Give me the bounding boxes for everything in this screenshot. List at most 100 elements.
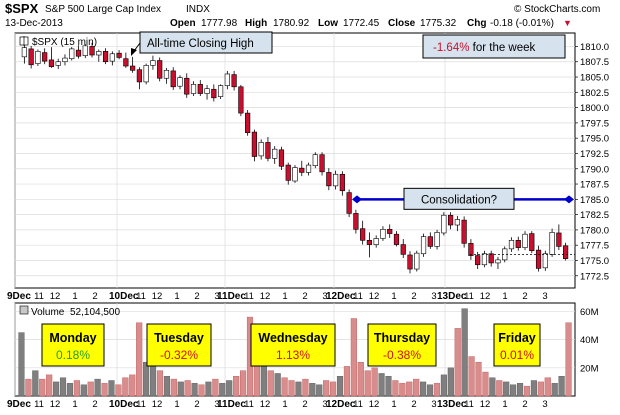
- volume-bar: [163, 376, 170, 397]
- candle-body: [488, 253, 494, 264]
- hour-label: 1: [502, 291, 507, 302]
- candle-body: [407, 254, 413, 270]
- hour-label: 3: [542, 291, 547, 302]
- volume-bar: [177, 381, 184, 397]
- volume-bar: [517, 383, 524, 397]
- volume-bar: [53, 381, 60, 397]
- volume-bar: [156, 370, 164, 397]
- y-tick-label: 1807.5: [580, 57, 609, 68]
- candle-body: [96, 51, 102, 56]
- day-label: 12Dec: [326, 291, 356, 302]
- hour-label: 2: [194, 291, 199, 302]
- y-tick-label: 1787.5: [580, 180, 609, 191]
- day-label: 9Dec: [7, 399, 31, 410]
- candle-body: [48, 59, 55, 67]
- volume-bar: [530, 380, 537, 397]
- hour-label: 3: [214, 399, 219, 410]
- arrow-icon: [131, 48, 137, 56]
- candle-body: [522, 233, 528, 248]
- candle-body: [481, 253, 488, 266]
- candle-body: [217, 85, 224, 97]
- y-tick-label: 1775.0: [580, 256, 609, 267]
- week-change-callout: -1.64% for the week: [422, 34, 566, 59]
- source-credit: © StockCharts.com: [514, 4, 600, 15]
- candle-body: [238, 86, 244, 114]
- candle-body: [468, 243, 474, 256]
- volume-bar: [281, 377, 288, 397]
- candle-body: [515, 240, 521, 248]
- day-label: 10Dec: [109, 399, 139, 410]
- candle-body: [109, 53, 115, 62]
- day-change-box-thursday: Thursday -0.38%: [367, 323, 437, 367]
- volume-bar: [537, 381, 544, 397]
- candle-body: [245, 112, 251, 133]
- hour-label: 2: [522, 291, 527, 302]
- price-gridlines: [14, 33, 575, 288]
- candle-body: [82, 45, 88, 56]
- price-candles: [21, 40, 575, 274]
- hour-label: 3: [542, 399, 547, 410]
- candle-body: [454, 219, 460, 226]
- hour-label: 12: [152, 291, 163, 302]
- day-box-change: -0.38%: [383, 348, 421, 362]
- candle-body: [55, 61, 61, 66]
- hour-label: 12: [369, 399, 380, 410]
- volume-bar: [302, 378, 309, 397]
- candle-body: [529, 233, 535, 251]
- candle-body: [387, 228, 393, 234]
- volume-bar: [323, 380, 330, 397]
- hour-label: 2: [92, 399, 97, 410]
- ticker-exchange: INDX: [186, 4, 210, 15]
- volume-bar: [226, 380, 233, 397]
- hour-label: 11: [353, 399, 363, 410]
- day-box-change: -0.32%: [160, 348, 198, 362]
- volume-bar: [94, 378, 101, 397]
- volume-bar: [198, 384, 205, 397]
- candle-body: [211, 88, 217, 99]
- candle-body: [305, 164, 312, 173]
- candle-body: [285, 164, 291, 181]
- volume-bar: [385, 376, 392, 397]
- volume-bar: [295, 381, 302, 397]
- volume-bar: [219, 383, 226, 397]
- series-legend: $SPX (15 min): [19, 36, 97, 48]
- hour-label: 11: [244, 291, 254, 302]
- chg-value: -0.18 (-0.01%): [490, 18, 554, 29]
- hour-label: 1: [174, 291, 179, 302]
- volume-bar: [503, 381, 510, 397]
- hour-label: 12: [260, 291, 271, 302]
- hour-label: 3: [431, 291, 436, 302]
- chart-date: 13-Dec-2013: [5, 18, 63, 29]
- hour-label: 2: [92, 291, 97, 302]
- candle-body: [441, 214, 447, 234]
- close-value: 1775.32: [420, 18, 457, 29]
- candle-body: [136, 69, 142, 83]
- volume-bar: [66, 383, 73, 397]
- hour-label: 12: [152, 399, 163, 410]
- candle-body: [292, 167, 298, 182]
- volume-bar: [565, 322, 572, 397]
- candle-body: [204, 88, 210, 94]
- candle-body: [231, 74, 237, 88]
- day-label: 9Dec: [7, 291, 31, 302]
- candle-body: [556, 232, 562, 247]
- candle-body: [400, 244, 406, 255]
- day-change-box-monday: Monday 0.18%: [41, 323, 105, 367]
- volume-bar: [73, 380, 80, 397]
- y-tick-label: 1800.0: [580, 103, 609, 114]
- volume-bar: [39, 378, 46, 397]
- consolidation-text: Consolidation?: [421, 194, 497, 206]
- hour-label: 3: [322, 399, 327, 410]
- volume-bar: [420, 381, 427, 397]
- hour-label: 1: [391, 291, 396, 302]
- candle-body: [42, 52, 48, 62]
- volume-tick-label: 40M: [580, 335, 599, 346]
- y-tick-label: 1802.5: [580, 88, 609, 99]
- hour-label: 2: [302, 291, 307, 302]
- hour-label: 11: [244, 399, 254, 410]
- candle-body: [414, 252, 420, 270]
- volume-bar: [136, 322, 143, 397]
- hour-label: 1: [282, 399, 287, 410]
- candle-body: [366, 240, 373, 245]
- volume-bar: [350, 318, 357, 397]
